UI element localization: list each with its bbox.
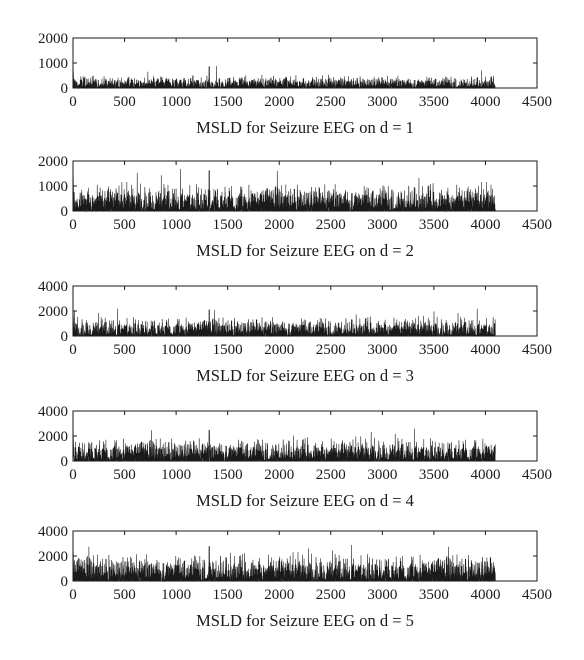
panel-caption: MSLD for Seizure EEG on d = 5 bbox=[196, 611, 414, 630]
y-tick-label: 4000 bbox=[38, 279, 68, 295]
x-tick-label: 2000 bbox=[264, 217, 294, 233]
x-tick-label: 3500 bbox=[419, 587, 449, 603]
x-tick-label: 3000 bbox=[367, 467, 397, 483]
x-tick-label: 4000 bbox=[470, 587, 500, 603]
x-tick-label: 500 bbox=[113, 217, 136, 233]
y-tick-label: 2000 bbox=[38, 549, 68, 565]
x-tick-label: 0 bbox=[69, 587, 77, 603]
msld-series-line bbox=[72, 168, 496, 213]
x-tick-label: 3000 bbox=[367, 587, 397, 603]
y-tick-label: 4000 bbox=[38, 404, 68, 420]
y-tick-label: 0 bbox=[61, 204, 69, 220]
x-tick-label: 2500 bbox=[316, 587, 346, 603]
msld-series-line bbox=[72, 428, 496, 463]
x-tick-label: 1500 bbox=[213, 342, 243, 358]
x-tick-label: 3500 bbox=[419, 342, 449, 358]
y-tick-label: 0 bbox=[61, 81, 69, 97]
x-tick-label: 1000 bbox=[161, 587, 191, 603]
msld-series-line bbox=[72, 308, 496, 338]
x-tick-label: 2000 bbox=[264, 94, 294, 110]
x-tick-label: 2500 bbox=[316, 342, 346, 358]
y-tick-label: 0 bbox=[61, 454, 69, 470]
x-tick-label: 3500 bbox=[419, 94, 449, 110]
x-tick-label: 1500 bbox=[213, 587, 243, 603]
x-tick-label: 3500 bbox=[419, 217, 449, 233]
x-tick-label: 4500 bbox=[522, 587, 552, 603]
panel-caption: MSLD for Seizure EEG on d = 4 bbox=[196, 491, 414, 510]
x-tick-label: 1000 bbox=[161, 342, 191, 358]
x-tick-label: 2000 bbox=[264, 467, 294, 483]
x-tick-label: 500 bbox=[113, 94, 136, 110]
x-tick-label: 500 bbox=[113, 587, 136, 603]
x-tick-label: 500 bbox=[113, 467, 136, 483]
y-tick-label: 4000 bbox=[38, 524, 68, 540]
x-tick-label: 1000 bbox=[161, 217, 191, 233]
x-tick-label: 2000 bbox=[264, 342, 294, 358]
y-tick-label: 0 bbox=[61, 329, 69, 345]
x-tick-label: 1000 bbox=[161, 467, 191, 483]
x-tick-label: 4000 bbox=[470, 94, 500, 110]
panel-d-four: 0 500 1000 1500 2000 2500 3000 3500 4000 4500 0 200… bbox=[38, 404, 552, 510]
x-tick-label: 1500 bbox=[213, 217, 243, 233]
x-tick-label: 3500 bbox=[419, 467, 449, 483]
x-tick-label: 2000 bbox=[264, 587, 294, 603]
y-tick-label: 2000 bbox=[38, 429, 68, 445]
panel-d-one: 0 500 1000 1500 2000 2500 3000 3500 4000 4500 0 100… bbox=[38, 31, 552, 137]
panel-caption: MSLD for Seizure EEG on d = 1 bbox=[196, 118, 414, 137]
msld-series-line bbox=[72, 65, 496, 90]
panel-caption: MSLD for Seizure EEG on d = 3 bbox=[196, 366, 414, 385]
x-tick-label: 3000 bbox=[367, 217, 397, 233]
msld-series-line bbox=[72, 544, 496, 583]
x-tick-label: 0 bbox=[69, 467, 77, 483]
x-tick-label: 4000 bbox=[470, 342, 500, 358]
x-tick-label: 500 bbox=[113, 342, 136, 358]
x-tick-label: 1500 bbox=[213, 94, 243, 110]
y-tick-label: 1000 bbox=[38, 56, 68, 72]
x-tick-label: 0 bbox=[69, 217, 77, 233]
x-tick-label: 4500 bbox=[522, 342, 552, 358]
panel-d-two: 0 500 1000 1500 2000 2500 3000 3500 4000 4500 0 100… bbox=[38, 154, 552, 260]
y-tick-label: 2000 bbox=[38, 304, 68, 320]
x-tick-label: 2500 bbox=[316, 217, 346, 233]
y-tick-label: 0 bbox=[61, 574, 69, 590]
y-tick-label: 2000 bbox=[38, 31, 68, 47]
x-tick-label: 2500 bbox=[316, 94, 346, 110]
x-tick-label: 0 bbox=[69, 342, 77, 358]
x-tick-label: 4000 bbox=[470, 467, 500, 483]
x-tick-label: 4500 bbox=[522, 467, 552, 483]
x-tick-label: 4500 bbox=[522, 217, 552, 233]
y-tick-label: 2000 bbox=[38, 154, 68, 170]
panel-d-three: 0 500 1000 1500 2000 2500 3000 3500 4000 4500 0 200… bbox=[38, 279, 552, 385]
x-tick-label: 4000 bbox=[470, 217, 500, 233]
x-tick-label: 2500 bbox=[316, 467, 346, 483]
x-tick-label: 3000 bbox=[367, 342, 397, 358]
x-tick-label: 1000 bbox=[161, 94, 191, 110]
x-tick-label: 0 bbox=[69, 94, 77, 110]
panel-d-five: 0 500 1000 1500 2000 2500 3000 3500 4000 4500 0 200… bbox=[38, 524, 552, 630]
y-tick-label: 1000 bbox=[38, 179, 68, 195]
x-tick-label: 1500 bbox=[213, 467, 243, 483]
panel-caption: MSLD for Seizure EEG on d = 2 bbox=[196, 241, 414, 260]
x-tick-label: 3000 bbox=[367, 94, 397, 110]
x-tick-label: 4500 bbox=[522, 94, 552, 110]
